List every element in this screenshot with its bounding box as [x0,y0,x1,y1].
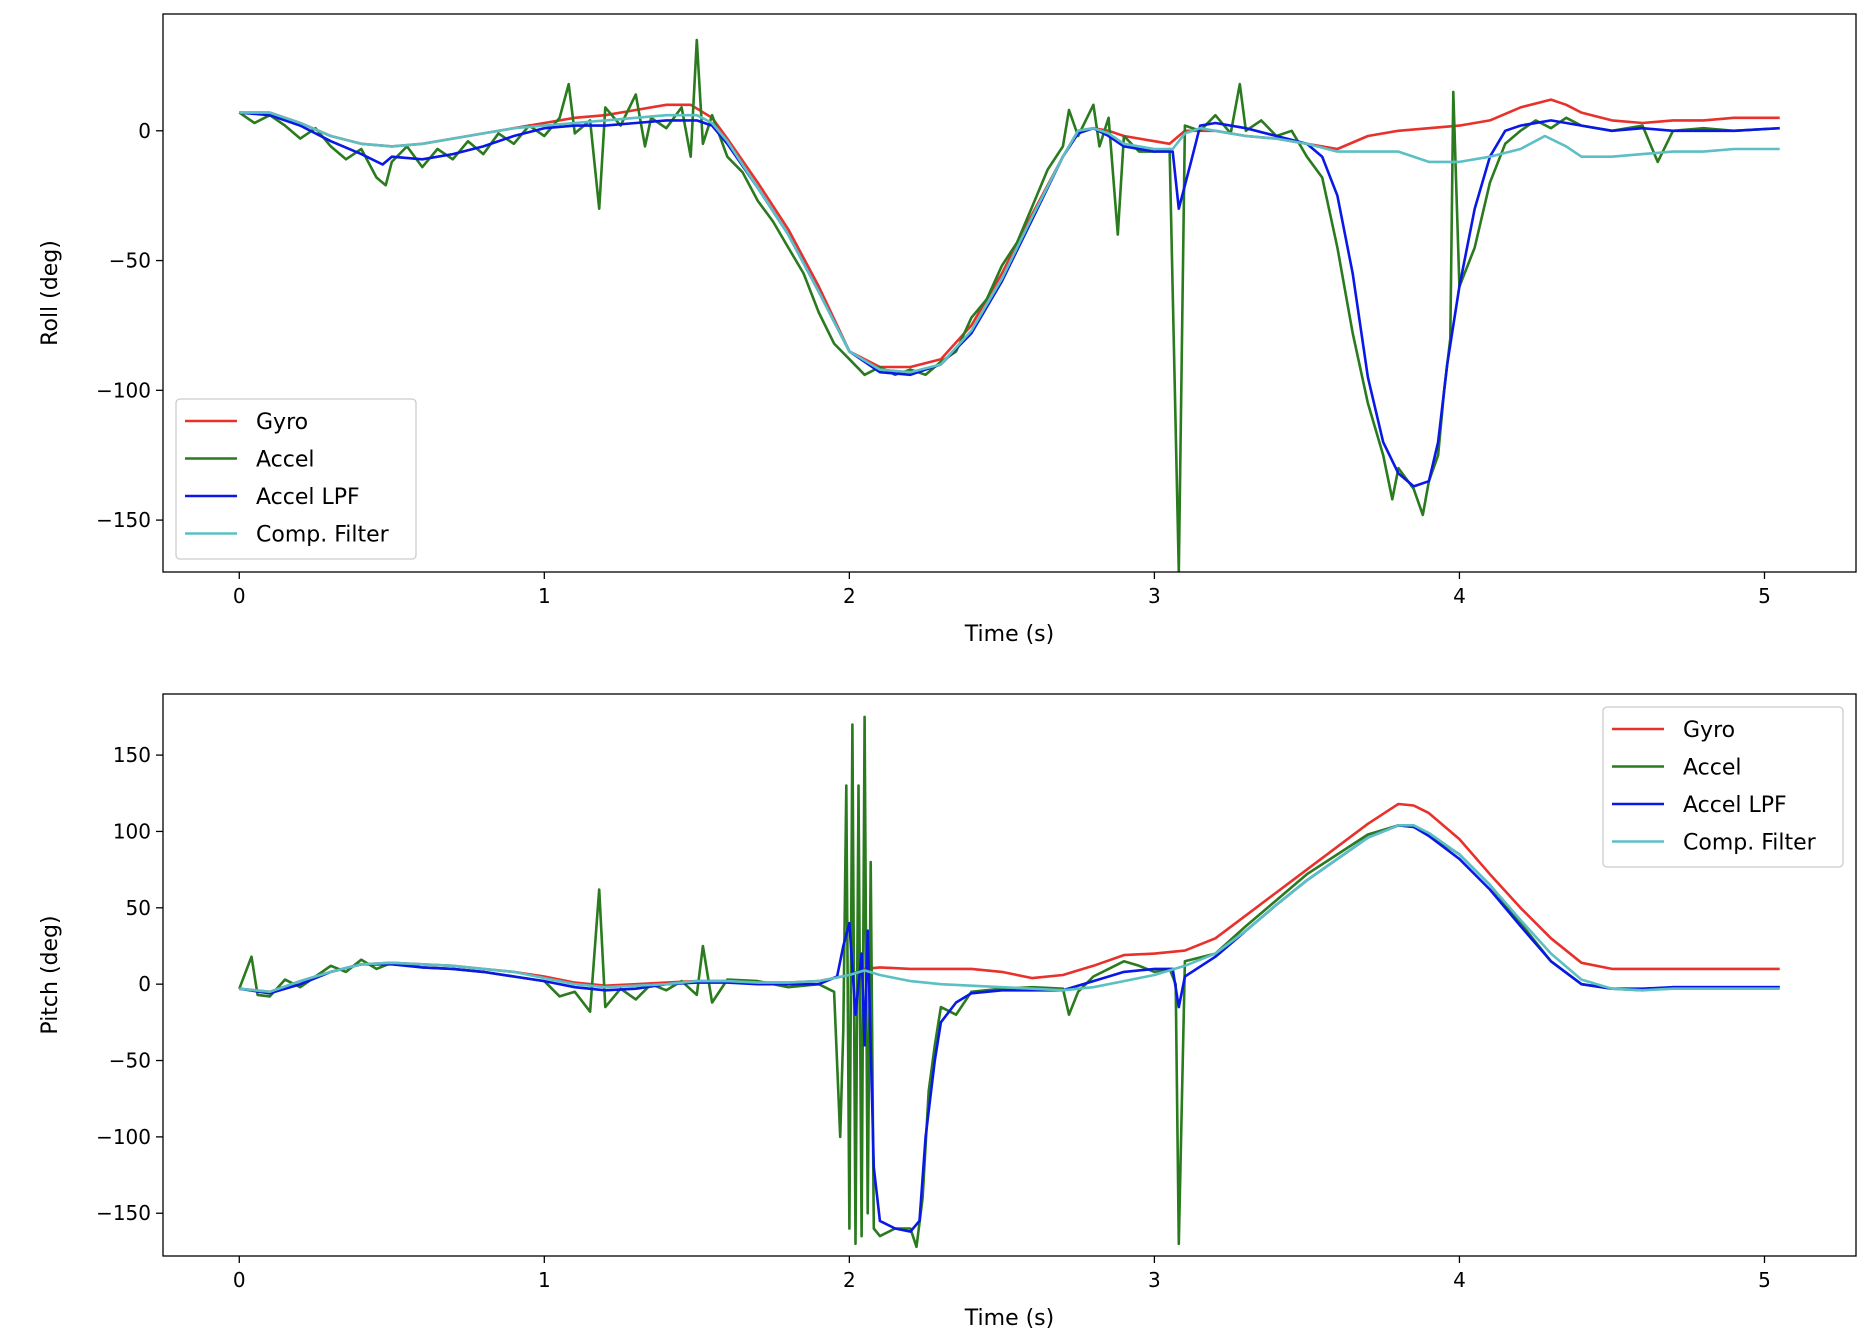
legend-label: Gyro [1683,718,1735,743]
y-axis-label: Roll (deg) [38,240,63,346]
y-tick-label: 50 [126,896,151,920]
plot-frame [162,13,1857,573]
legend-label: Accel LPF [1683,793,1787,818]
legend: Gyro Accel Accel LPF Comp. Filter [175,398,417,560]
x-tick-label: 4 [1453,1268,1466,1292]
series-line-comp-filter [239,111,1780,374]
legend-label: Accel LPF [256,485,360,510]
y-tick-label: −100 [96,378,151,402]
series-line-accel [238,715,1780,1249]
y-tick-label: −150 [96,508,151,532]
x-tick-label: 3 [1148,1268,1161,1292]
y-tick-label: 0 [138,119,151,143]
legend: Gyro Accel Accel LPF Comp. Filter [1602,706,1844,868]
x-tick-label: 1 [538,1268,551,1292]
y-tick-label: 0 [138,972,151,996]
legend-box [1602,706,1844,868]
x-tick-label: 2 [843,584,856,608]
y-tick-label: 150 [113,743,151,767]
series-line-accel-lpf [239,111,1780,488]
legend-label: Comp. Filter [1683,831,1817,856]
y-tick-label: 100 [113,819,151,843]
legend-label: Comp. Filter [256,523,390,548]
legend-label: Accel [1683,756,1742,781]
y-tick-label: −50 [109,1049,151,1073]
series-line-gyro [239,802,1780,994]
legend-label: Gyro [256,410,308,435]
y-axis-label: Pitch (deg) [38,915,63,1034]
x-tick-label: 2 [843,1268,856,1292]
x-tick-label: 5 [1758,1268,1771,1292]
subplot-2: 0 1 2 3 4 5 150 100 50 0 −50 −100 −150 Time (s) Pitch … [38,693,1857,1331]
x-axis-label: Time (s) [964,1306,1054,1331]
subplot-1: 0 1 2 3 4 5 0 −50 −100 −150 Time (s) Roll (deg) Gyro… [38,13,1857,647]
x-tick-label: 0 [233,1268,246,1292]
y-tick-label: −150 [96,1201,151,1225]
series-line-comp-filter [239,824,1780,994]
x-tick-label: 0 [233,584,246,608]
x-tick-label: 1 [538,584,551,608]
x-axis-label: Time (s) [964,622,1054,647]
x-tick-label: 3 [1148,584,1161,608]
y-tick-label: −50 [109,249,151,273]
x-tick-label: 4 [1453,584,1466,608]
legend-label: Accel [256,448,315,473]
x-tick-label: 5 [1758,584,1771,608]
series-line-gyro [239,98,1780,369]
plot-frame [162,693,1857,1257]
legend-box [175,398,417,560]
y-tick-label: −100 [96,1125,151,1149]
series-line-accel-lpf [239,824,1780,1233]
